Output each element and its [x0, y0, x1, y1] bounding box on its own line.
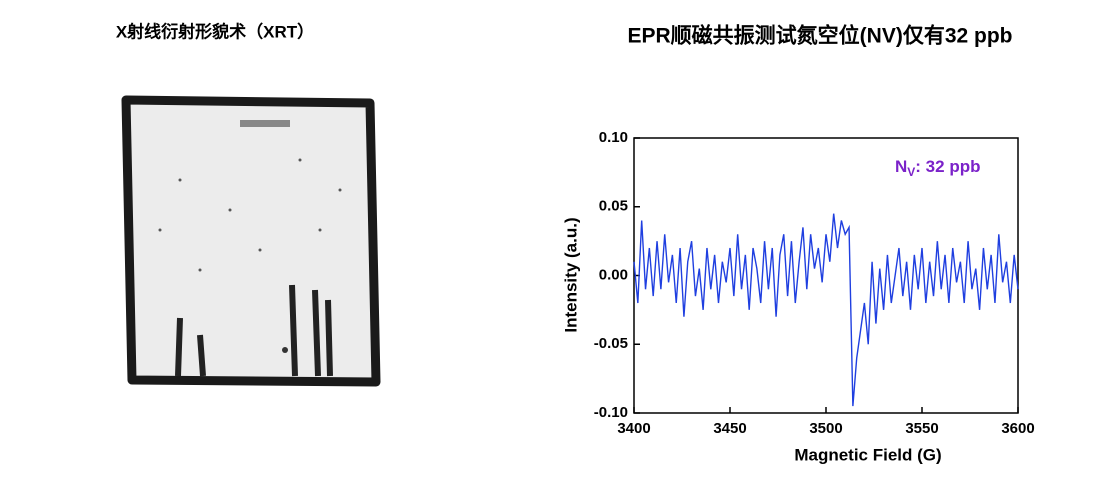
plot-frame — [633, 137, 1019, 414]
x-tick-label: 3600 — [1001, 420, 1034, 437]
annotation-sub: V — [907, 165, 915, 179]
y-tick-label: -0.05 — [594, 335, 628, 352]
y-axis-label: Intensity (a.u.) — [561, 217, 580, 332]
annotation-main: N — [895, 157, 907, 176]
y-tick-label: -0.10 — [594, 404, 628, 421]
chart-title: EPR顺磁共振测试氮空位(NV)仅有32 ppb — [627, 24, 1012, 48]
left-title: X射线衍射形貌术（XRT） — [116, 21, 314, 41]
y-tick-label: 0.05 — [599, 198, 628, 215]
x-tick-label: 3500 — [809, 420, 842, 437]
x-tick-label: 3550 — [905, 420, 938, 437]
y-tick-label: 0.00 — [599, 266, 628, 283]
annotation-rest: : 32 ppb — [915, 157, 980, 176]
xrt-image — [121, 95, 381, 387]
x-axis-label: Magnetic Field (G) — [794, 445, 941, 464]
x-tick-label: 3450 — [713, 420, 746, 437]
annotation: NV: 32 ppb — [895, 157, 980, 179]
y-tick-label: 0.10 — [599, 129, 628, 146]
data-line — [633, 213, 1019, 407]
x-tick-label: 3400 — [617, 420, 650, 437]
